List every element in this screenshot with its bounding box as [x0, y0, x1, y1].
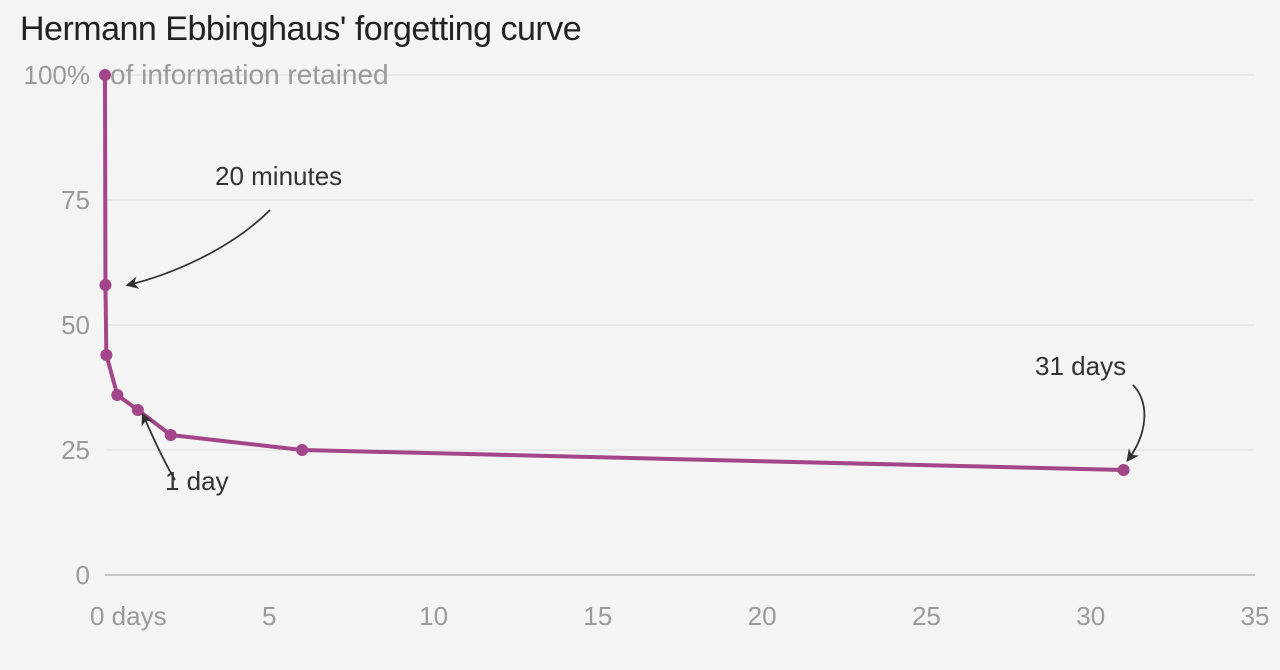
chart-canvas: 0 25 50 75 100% of information retained 0 days…: [0, 0, 1280, 670]
x-tick-label: 15: [583, 601, 612, 631]
x-tick-label: 10: [419, 601, 448, 631]
x-tick-label: 25: [912, 601, 941, 631]
series-marker: [99, 69, 111, 81]
annotation-arrow: [1128, 385, 1144, 460]
series-marker: [1118, 464, 1130, 476]
y-tick-label: 0: [76, 560, 90, 590]
x-tick-label: 5: [262, 601, 276, 631]
series-marker: [99, 279, 111, 291]
x-tick-label: 30: [1076, 601, 1105, 631]
annotation-label: 1 day: [165, 466, 229, 496]
y-tick-label: 75: [61, 185, 90, 215]
series-marker: [100, 349, 112, 361]
series-marker: [132, 404, 144, 416]
y-tick-label: 50: [61, 310, 90, 340]
annotation-arrow: [128, 210, 270, 285]
series-marker: [296, 444, 308, 456]
series-line: [105, 75, 1124, 470]
y-tick-label: 100%: [24, 60, 91, 90]
forgetting-curve-chart: Hermann Ebbinghaus' forgetting curve 025…: [0, 0, 1280, 670]
x-tick-label: 0 days: [90, 601, 167, 631]
annotation-label: 20 minutes: [215, 161, 342, 191]
annotation-label: 31 days: [1035, 351, 1126, 381]
y-tick-label: 25: [61, 435, 90, 465]
x-tick-label: 20: [748, 601, 777, 631]
series-marker: [111, 389, 123, 401]
x-tick-label: 35: [1241, 601, 1270, 631]
chart-subtitle: of information retained: [110, 59, 389, 90]
series-marker: [165, 429, 177, 441]
